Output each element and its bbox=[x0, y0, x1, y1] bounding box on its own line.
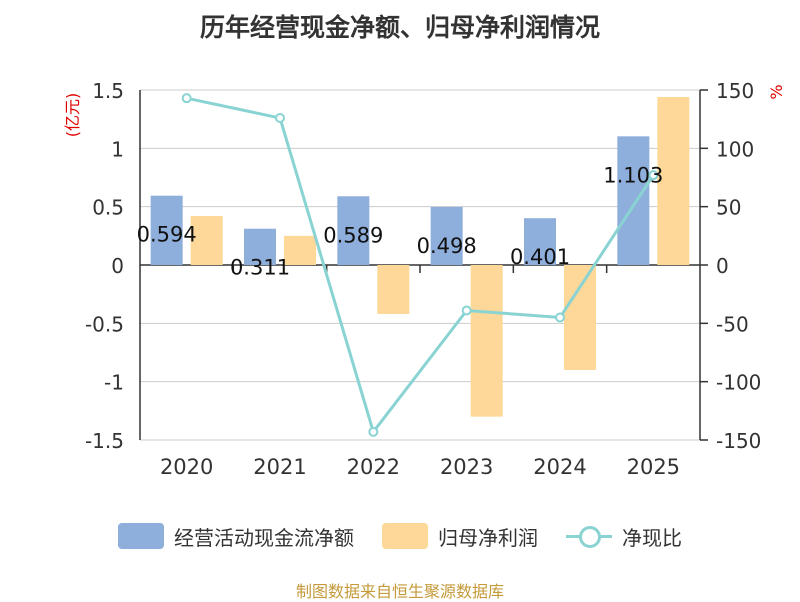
chart-title: 历年经营现金净额、归母净利润情况 bbox=[199, 13, 600, 42]
data-label-operating-cash-flow: 0.401 bbox=[510, 245, 570, 269]
point-cash-ratio bbox=[461, 305, 472, 316]
bar-net-profit bbox=[377, 265, 410, 314]
y-left-tick-label: -1 bbox=[104, 371, 124, 395]
y-left-tick-label: 1.5 bbox=[92, 79, 124, 103]
data-label-operating-cash-flow: 0.311 bbox=[230, 256, 290, 280]
y-right-tick-label: 150 bbox=[716, 79, 754, 103]
legend-label-operating-cash-flow: 经营活动现金流净额 bbox=[174, 525, 354, 550]
y-right-tick-label: -50 bbox=[716, 312, 749, 336]
source-note: 制图数据来自恒生聚源数据库 bbox=[295, 582, 504, 601]
bar-net-profit bbox=[284, 235, 316, 265]
y-left-tick-label: 1 bbox=[111, 137, 124, 161]
bar-operating-cash-flow bbox=[430, 206, 463, 265]
x-tick-label: 2022 bbox=[347, 455, 400, 479]
y-right-axis-label: % bbox=[767, 84, 786, 99]
y-left-tick-label: 0.5 bbox=[92, 196, 124, 220]
point-cash-ratio bbox=[555, 312, 565, 323]
bar-operating-cash-flow bbox=[617, 136, 650, 265]
x-tick-label: 2020 bbox=[160, 455, 213, 479]
y-right-tick-label: 50 bbox=[716, 196, 741, 220]
y-right-tick-label: -100 bbox=[716, 371, 761, 395]
y-left-tick-label: -0.5 bbox=[85, 312, 124, 336]
point-cash-ratio bbox=[648, 170, 659, 181]
legend-swatch-cash-ratio bbox=[566, 523, 612, 549]
data-label-operating-cash-flow: 0.594 bbox=[137, 223, 197, 247]
x-tick-label: 2024 bbox=[533, 455, 586, 479]
point-cash-ratio bbox=[368, 426, 379, 437]
legend-label-net-profit: 归母净利润 bbox=[438, 525, 538, 550]
x-tick-label: 2025 bbox=[627, 455, 680, 479]
line-cash-ratio bbox=[186, 96, 655, 436]
bar-operating-cash-flow bbox=[244, 228, 276, 265]
y-right-tick-label: 0 bbox=[716, 254, 729, 278]
point-cash-ratio bbox=[275, 113, 285, 123]
x-tick-label: 2023 bbox=[440, 455, 493, 479]
data-label-operating-cash-flow: 0.589 bbox=[323, 223, 383, 247]
y-left-tick-label: 0 bbox=[111, 254, 124, 278]
legend-swatch-net-profit bbox=[382, 523, 428, 549]
legend-label-cash-ratio: 净现比 bbox=[622, 525, 682, 550]
legend-item-operating-cash-flow[interactable]: 经营活动现金流净额 bbox=[118, 522, 354, 551]
legend: 经营活动现金流净额 归母净利润 净现比 bbox=[0, 518, 800, 554]
y-right-tick-label: 100 bbox=[716, 137, 754, 161]
bar-net-profit bbox=[190, 216, 223, 265]
bar-net-profit bbox=[470, 265, 503, 417]
data-label-operating-cash-flow: 0.498 bbox=[417, 234, 477, 258]
bar-operating-cash-flow bbox=[337, 196, 370, 265]
y-left-tick-label: -1.5 bbox=[85, 429, 124, 453]
x-tick-label: 2021 bbox=[253, 455, 306, 479]
legend-item-cash-ratio[interactable]: 净现比 bbox=[566, 522, 682, 551]
bar-net-profit bbox=[564, 265, 596, 370]
y-left-axis-label: (亿元) bbox=[63, 93, 82, 138]
bar-net-profit bbox=[657, 97, 690, 265]
legend-item-net-profit[interactable]: 归母净利润 bbox=[382, 522, 538, 551]
legend-swatch-operating-cash-flow bbox=[118, 523, 164, 549]
y-right-tick-label: -150 bbox=[716, 429, 761, 453]
bar-operating-cash-flow bbox=[150, 195, 183, 265]
bar-operating-cash-flow bbox=[524, 218, 556, 265]
point-cash-ratio bbox=[181, 93, 192, 104]
data-label-operating-cash-flow: 1.103 bbox=[603, 163, 663, 187]
